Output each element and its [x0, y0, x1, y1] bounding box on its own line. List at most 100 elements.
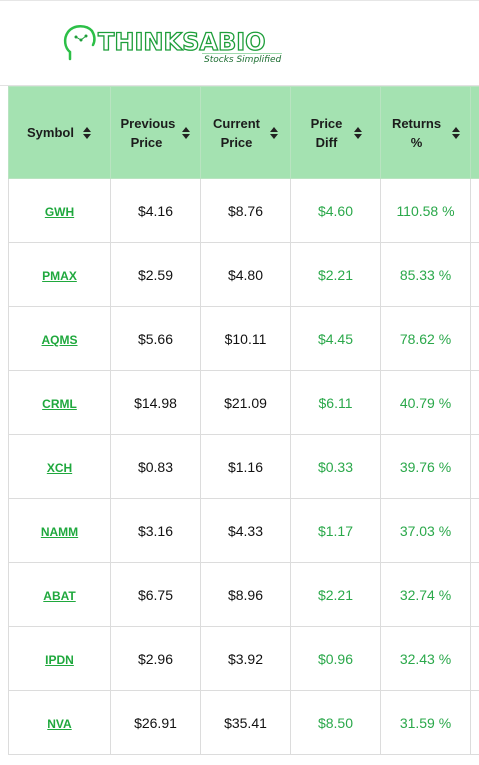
sort-icon[interactable]: [451, 126, 461, 139]
cell-overflow: [470, 562, 479, 627]
cell-current-price: $21.09: [200, 370, 291, 435]
cell-returns: 32.74 %: [380, 562, 471, 627]
table-row: IPDN $2.96 $3.92 $0.96 32.43 %: [8, 626, 479, 691]
symbol-link[interactable]: ABAT: [43, 588, 76, 603]
cell-previous-price: $3.16: [110, 498, 201, 563]
cell-returns: 32.43 %: [380, 626, 471, 691]
symbol-link[interactable]: CRML: [42, 396, 77, 411]
cell-previous-price: $0.83: [110, 434, 201, 499]
cell-current-price: $35.41: [200, 690, 291, 755]
sort-icon[interactable]: [181, 126, 191, 139]
cell-current-price: $1.16: [200, 434, 291, 499]
table-row: AQMS $5.66 $10.11 $4.45 78.62 %: [8, 306, 479, 371]
logo-underline: [202, 53, 282, 54]
symbol-link[interactable]: AQMS: [41, 332, 78, 347]
cell-previous-price: $5.66: [110, 306, 201, 371]
table-row: NVA $26.91 $35.41 $8.50 31.59 %: [8, 690, 479, 755]
cell-returns: 39.76 %: [380, 434, 471, 499]
cell-current-price: $4.33: [200, 498, 291, 563]
cell-current-price: $10.11: [200, 306, 291, 371]
logo-wordmark: THINKSABIO: [97, 27, 267, 56]
symbol-link[interactable]: IPDN: [45, 652, 74, 667]
cell-overflow: [470, 242, 479, 307]
stock-returns-table: Symbol Previous Price Current Price Pric…: [8, 86, 479, 755]
column-header-returns[interactable]: Returns %: [380, 86, 471, 179]
symbol-link[interactable]: NVA: [47, 716, 72, 731]
cell-overflow: [470, 306, 479, 371]
cell-symbol: GWH: [8, 178, 111, 243]
cell-previous-price: $4.16: [110, 178, 201, 243]
thinksabio-logo[interactable]: THINKSABIO Stocks Simplified: [62, 21, 287, 71]
column-header-current-price[interactable]: Current Price: [200, 86, 291, 179]
cell-current-price: $3.92: [200, 626, 291, 691]
symbol-link[interactable]: XCH: [46, 460, 73, 475]
head-profile-icon: [63, 25, 96, 61]
cell-previous-price: $14.98: [110, 370, 201, 435]
column-header-symbol[interactable]: Symbol: [8, 86, 111, 179]
cell-returns: 110.58 %: [380, 178, 471, 243]
cell-returns: 85.33 %: [380, 242, 471, 307]
table-row: GWH $4.16 $8.76 $4.60 110.58 %: [8, 178, 479, 243]
cell-current-price: $4.80: [200, 242, 291, 307]
symbol-link[interactable]: GWH: [44, 204, 75, 219]
column-header-overflow: [470, 86, 479, 179]
returns-table-container[interactable]: Symbol Previous Price Current Price Pric…: [8, 86, 479, 765]
site-header: THINKSABIO Stocks Simplified: [0, 0, 479, 86]
cell-previous-price: $26.91: [110, 690, 201, 755]
table-body: GWH $4.16 $8.76 $4.60 110.58 % PMAX $2.59 $4.80…: [8, 178, 479, 755]
logo-s-letter: S: [181, 27, 200, 56]
table-header-row: Symbol Previous Price Current Price Pric…: [8, 86, 479, 179]
cell-previous-price: $2.59: [110, 242, 201, 307]
cell-price-diff: $8.50: [290, 690, 381, 755]
cell-price-diff: $6.11: [290, 370, 381, 435]
cell-price-diff: $4.60: [290, 178, 381, 243]
cell-returns: 78.62 %: [380, 306, 471, 371]
table-row: NAMM $3.16 $4.33 $1.17 37.03 %: [8, 498, 479, 563]
table-row: XCH $0.83 $1.16 $0.33 39.76 %: [8, 434, 479, 499]
cell-previous-price: $6.75: [110, 562, 201, 627]
logo-abio-text: ABIO: [199, 27, 267, 56]
column-label: Previous Price: [120, 115, 176, 150]
sort-icon[interactable]: [269, 126, 279, 139]
cell-price-diff: $4.45: [290, 306, 381, 371]
cell-current-price: $8.96: [200, 562, 291, 627]
cell-returns: 31.59 %: [380, 690, 471, 755]
cell-overflow: [470, 498, 479, 563]
column-header-previous-price[interactable]: Previous Price: [110, 86, 201, 179]
sort-icon[interactable]: [353, 126, 363, 139]
table-row: CRML $14.98 $21.09 $6.11 40.79 %: [8, 370, 479, 435]
cell-price-diff: $0.33: [290, 434, 381, 499]
cell-price-diff: $2.21: [290, 242, 381, 307]
cell-overflow: [470, 178, 479, 243]
logo-tagline: Stocks Simplified: [204, 55, 282, 65]
column-label: Returns %: [391, 115, 442, 150]
cell-returns: 40.79 %: [380, 370, 471, 435]
cell-price-diff: $1.17: [290, 498, 381, 563]
cell-symbol: NVA: [8, 690, 111, 755]
cell-overflow: [470, 370, 479, 435]
cell-returns: 37.03 %: [380, 498, 471, 563]
table-row: ABAT $6.75 $8.96 $2.21 32.74 %: [8, 562, 479, 627]
column-label: Symbol: [27, 125, 74, 140]
symbol-link[interactable]: NAMM: [40, 524, 79, 539]
cell-symbol: ABAT: [8, 562, 111, 627]
cell-price-diff: $0.96: [290, 626, 381, 691]
cell-price-diff: $2.21: [290, 562, 381, 627]
cell-symbol: AQMS: [8, 306, 111, 371]
cell-symbol: NAMM: [8, 498, 111, 563]
table-row: PMAX $2.59 $4.80 $2.21 85.33 %: [8, 242, 479, 307]
column-label: Price Diff: [310, 115, 343, 150]
cell-overflow: [470, 690, 479, 755]
symbol-link[interactable]: PMAX: [42, 268, 77, 283]
cell-symbol: CRML: [8, 370, 111, 435]
cell-symbol: PMAX: [8, 242, 111, 307]
logo-think-text: THINK: [97, 27, 183, 56]
sort-icon[interactable]: [82, 126, 92, 139]
column-header-price-diff[interactable]: Price Diff: [290, 86, 381, 179]
cell-overflow: [470, 434, 479, 499]
cell-symbol: XCH: [8, 434, 111, 499]
cell-previous-price: $2.96: [110, 626, 201, 691]
cell-current-price: $8.76: [200, 178, 291, 243]
cell-symbol: IPDN: [8, 626, 111, 691]
